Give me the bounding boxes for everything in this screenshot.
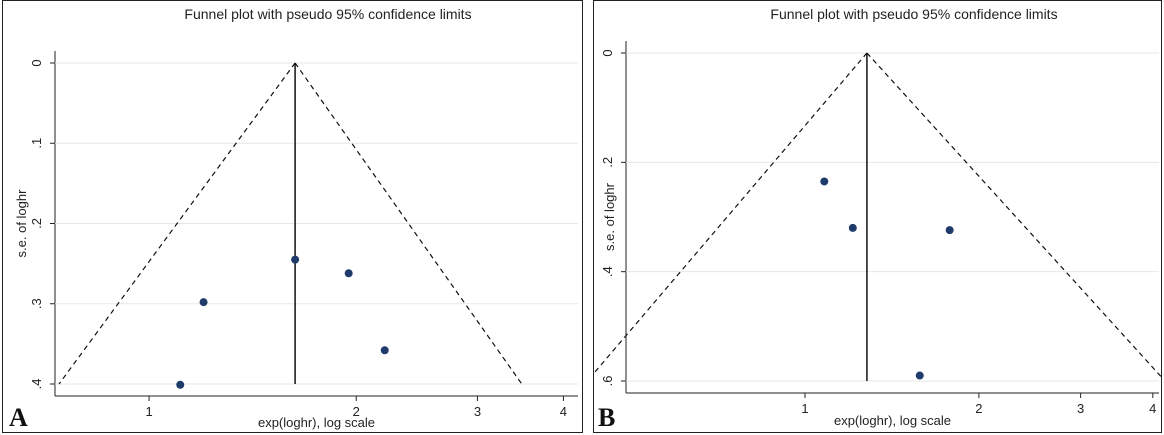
x-tick-label: 3 xyxy=(1077,401,1084,416)
funnel-plot-panel-a: 0 .1 .2 .3 .4 1 2 3 4 Funnel plot with pseudo 95%… xyxy=(2,0,583,433)
chart-title: Funnel plot with pseudo 95% confidence l… xyxy=(184,6,471,22)
x-tick-label: 4 xyxy=(1149,401,1156,416)
x-tick-label: 4 xyxy=(560,404,567,419)
funnel-plot-a-svg: 0 .1 .2 .3 .4 1 2 3 4 Funnel plot with pseudo 95%… xyxy=(14,6,578,430)
x-axis-label: exp(loghr), log scale xyxy=(258,415,375,430)
study-point xyxy=(176,380,185,389)
study-point xyxy=(199,298,208,307)
y-tick-label: .2 xyxy=(600,157,615,168)
y-tick-label: .4 xyxy=(29,379,44,390)
study-point xyxy=(291,255,300,264)
x-tick-label: 1 xyxy=(801,401,808,416)
upper-confidence-limit-line xyxy=(294,62,523,385)
study-point xyxy=(945,226,954,235)
lower-confidence-limit-line xyxy=(58,62,296,385)
y-axis-label: s.e. of loghr xyxy=(602,182,617,251)
upper-confidence-limit-line xyxy=(866,52,1161,378)
x-tick-label: 1 xyxy=(145,404,152,419)
x-axis-label: exp(loghr), log scale xyxy=(834,413,951,428)
y-tick-label: .2 xyxy=(29,218,44,229)
y-tick-label: .3 xyxy=(29,298,44,309)
y-tick-label: .6 xyxy=(600,376,615,387)
y-tick-label: .4 xyxy=(600,266,615,277)
y-axis-label: s.e. of loghr xyxy=(14,189,29,258)
funnel-plot-b-svg: 0 .2 .4 .6 1 2 3 4 Funnel plot with pseudo 95% c… xyxy=(594,6,1161,428)
panel-label-b: B xyxy=(598,403,616,432)
study-point xyxy=(380,346,389,355)
chart-title: Funnel plot with pseudo 95% confidence l… xyxy=(770,6,1057,22)
lower-confidence-limit-line xyxy=(594,52,868,375)
y-tick-label: .1 xyxy=(29,138,44,149)
study-point xyxy=(915,371,924,380)
funnel-plot-panel-b: 0 .2 .4 .6 1 2 3 4 Funnel plot with pseudo 95% c… xyxy=(593,0,1162,433)
panel-label-a: A xyxy=(9,403,28,432)
y-tick-label: 0 xyxy=(600,49,615,56)
study-point xyxy=(344,269,353,278)
study-point xyxy=(848,223,857,232)
x-tick-label: 2 xyxy=(975,401,982,416)
study-point xyxy=(820,177,829,186)
x-tick-label: 2 xyxy=(353,404,360,419)
x-tick-label: 3 xyxy=(474,404,481,419)
y-tick-label: 0 xyxy=(29,59,44,66)
